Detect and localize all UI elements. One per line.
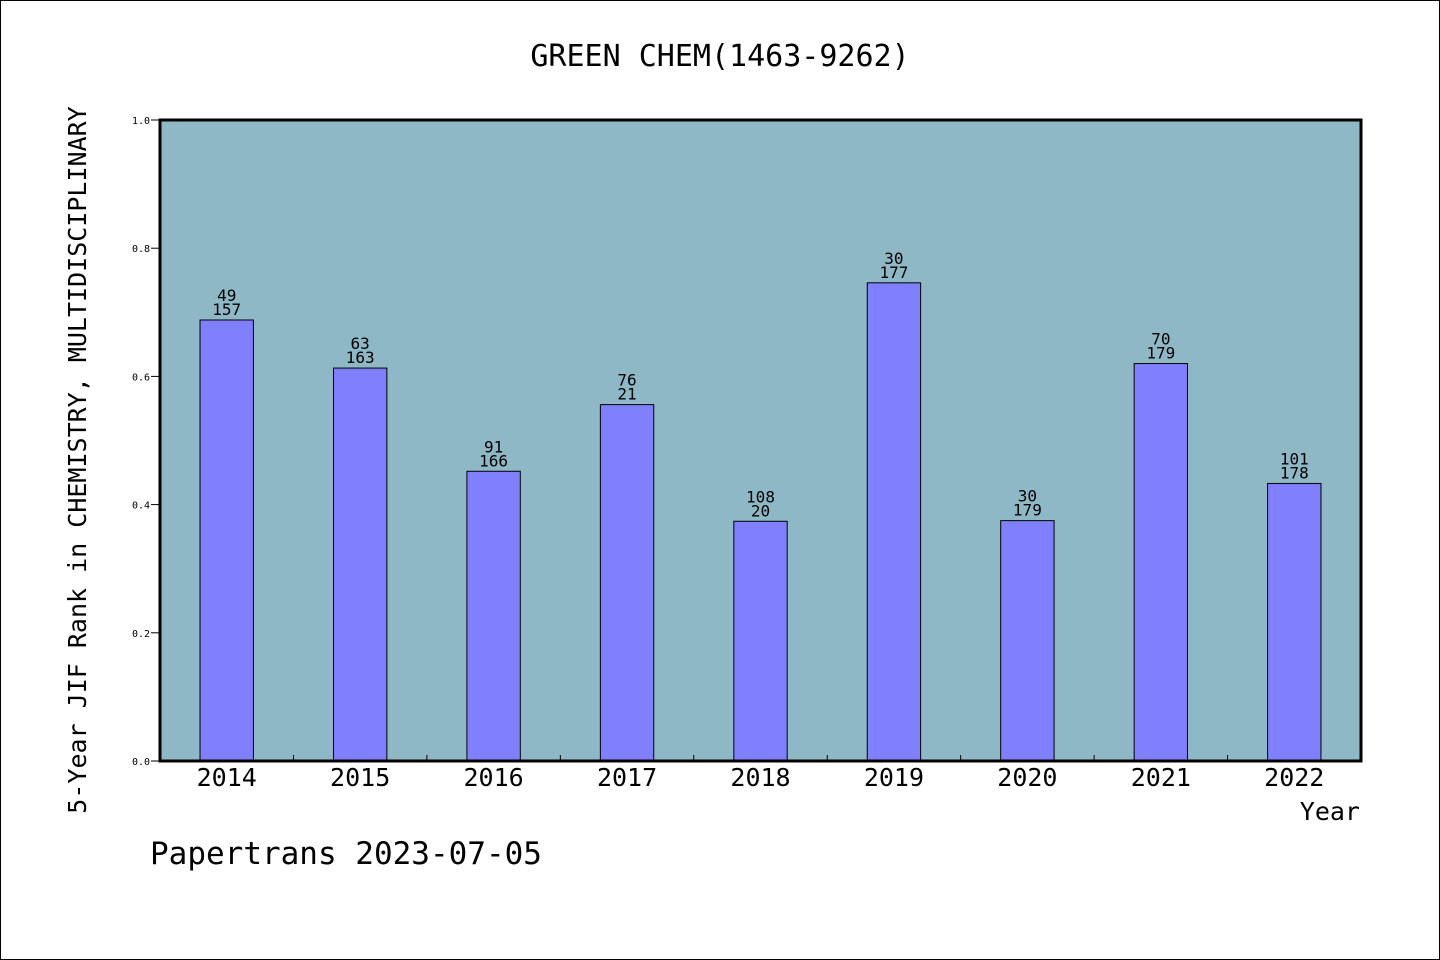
bar-2018 (733, 520, 788, 762)
bar-rank-label: 70 (1151, 330, 1170, 349)
y-tick-label: 0.2 (132, 629, 150, 640)
bar-rank-label: 101 (1280, 449, 1309, 468)
footer-credit: Papertrans 2023-07-05 (150, 836, 542, 872)
x-tick-label: 2015 (330, 763, 390, 792)
bar-total-label: 178 (1280, 463, 1309, 482)
bar-2022 (1267, 482, 1322, 762)
bar-2017 (599, 404, 655, 762)
bar-rank-label: 91 (484, 437, 503, 456)
x-tick-label: 2014 (197, 763, 257, 792)
x-tick-label: 2016 (464, 763, 524, 792)
plot-border (158, 118, 1363, 763)
bar-total-label: 20 (751, 501, 770, 520)
y-axis-label: 5-Year JIF Rank in CHEMISTRY, MULTIDISCI… (63, 106, 92, 813)
chart-title: GREEN CHEM(1463-9262) (530, 39, 909, 74)
bar-total-label: 163 (346, 348, 375, 367)
x-tick-label: 2017 (597, 763, 657, 792)
bar-rank-label: 30 (884, 249, 903, 268)
bar-total-label: 179 (1013, 501, 1042, 520)
x-tick-label: 2020 (997, 763, 1057, 792)
bar-total-label: 177 (879, 263, 908, 282)
bar-2016 (466, 470, 521, 762)
x-tick-label: 2019 (864, 763, 924, 792)
bar-2015 (332, 367, 388, 762)
bars-group: 4915763163911667621108203017730179701791… (199, 249, 1322, 762)
bar-rank-label: 63 (351, 334, 370, 353)
bar-total-label: 21 (617, 385, 636, 404)
x-ticks-group: 2014 2015 2016 2017 2018 2019 2020 2021 2022 (197, 755, 1324, 792)
x-tick-label: 2018 (730, 763, 790, 792)
bar-rank-label: 30 (1018, 487, 1037, 506)
x-tick-label: 2022 (1264, 763, 1324, 792)
bar-rank-label: 76 (617, 371, 636, 390)
bar-2021 (1133, 363, 1189, 762)
bar-rank-label: 108 (746, 487, 775, 506)
y-tick-label: 0.0 (132, 757, 150, 768)
bar-total-label: 179 (1146, 344, 1175, 363)
y-tick-label: 0.8 (132, 244, 150, 255)
y-tick-label: 0.6 (132, 372, 150, 383)
bar-2019 (866, 282, 922, 762)
y-ticks-group: 0.0 0.2 0.4 0.6 0.8 1.0 (132, 116, 160, 768)
bar-total-label: 166 (479, 451, 508, 470)
bar-total-label: 157 (212, 300, 241, 319)
bar-2014 (199, 319, 254, 762)
bar-rank-label: 49 (217, 286, 236, 305)
y-tick-label: 0.4 (132, 501, 150, 512)
x-axis-label: Year (1300, 797, 1360, 826)
y-tick-label: 1.0 (132, 116, 150, 127)
bar-2020 (1000, 520, 1055, 762)
x-tick-label: 2021 (1131, 763, 1191, 792)
